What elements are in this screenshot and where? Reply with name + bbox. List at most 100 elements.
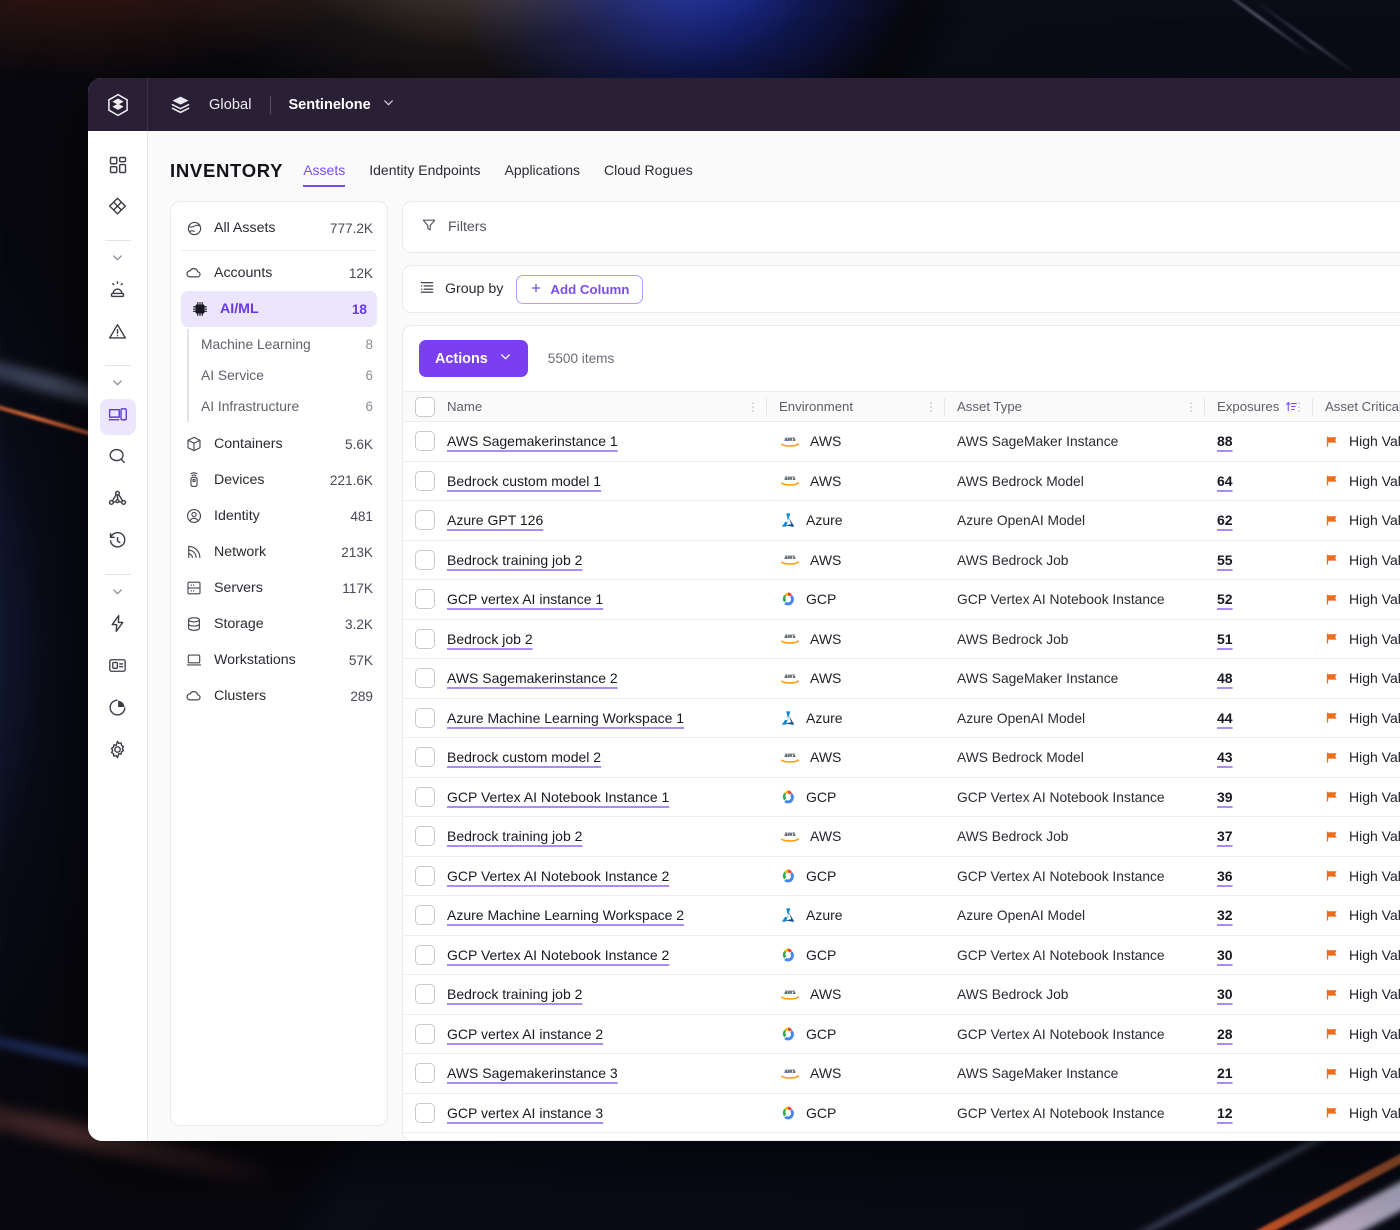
asset-name-link[interactable]: GCP vertex AI instance 3 [447,1104,604,1121]
column-header-environment[interactable]: Environment ⋮ [767,391,945,422]
exposures-link[interactable]: 30 [1217,946,1233,963]
row-checkbox[interactable] [415,944,435,965]
facet-servers[interactable]: Servers 117K [171,570,387,606]
sidebar-item-dashboard[interactable] [100,149,136,185]
row-checkbox[interactable] [415,1023,435,1044]
table-row[interactable]: GCP vertex AI instance 1 GCP GCP Vertex A… [403,580,1400,620]
column-header-name[interactable]: Name ⋮ [447,391,767,422]
facet-network[interactable]: Network 213K [171,534,387,570]
exposures-link[interactable]: 12 [1217,1104,1233,1121]
tab-identity-endpoints[interactable]: Identity Endpoints [369,161,481,178]
subfacet-machine-learning[interactable]: Machine Learning 8 [189,329,387,360]
column-menu-icon[interactable]: ⋮ [925,399,937,414]
select-all-checkbox[interactable] [415,396,435,417]
table-row[interactable]: Bedrock custom model 1 aws AWS AWS Bedroc… [403,462,1400,501]
table-row[interactable]: Bedrock custom model 2 aws AWS AWS Bedroc… [403,738,1400,778]
column-header-exposures[interactable]: Exposures ⋮ [1205,391,1313,422]
table-row[interactable]: GCP vertex AI instance 3 GCP GCP Vertex A… [403,1094,1400,1133]
row-checkbox[interactable] [415,905,435,926]
asset-name-link[interactable]: GCP Vertex AI Notebook Instance 2 [447,867,670,884]
column-header-asset-criticality[interactable]: Asset Criticality [1313,391,1400,422]
asset-name-link[interactable]: Bedrock job 2 [447,630,533,647]
brand-logo[interactable] [88,78,148,131]
exposures-link[interactable]: 51 [1217,630,1233,647]
column-header-asset-type[interactable]: Asset Type ⋮ [945,391,1205,422]
column-menu-icon[interactable]: ⋮ [1293,399,1305,414]
tab-cloud-rogues[interactable]: Cloud Rogues [604,161,693,178]
row-checkbox[interactable] [415,1102,435,1123]
facet-devices[interactable]: Devices 221.6K [171,462,387,498]
asset-name-link[interactable]: Azure GPT 126 [447,512,544,529]
sidebar-item-licenses[interactable] [100,650,136,686]
asset-name-link[interactable]: Bedrock custom model 1 [447,472,602,489]
row-checkbox[interactable] [415,668,435,689]
table-row[interactable]: Azure GPT 126 Azure Azure OpenAI Model 62 … [403,501,1400,541]
rail-collapse-toggle-3[interactable] [100,578,136,604]
row-checkbox[interactable] [415,510,435,531]
asset-name-link[interactable]: GCP vertex AI instance 1 [447,591,604,608]
facet-workstations[interactable]: Workstations 57K [171,642,387,678]
table-row[interactable]: AWS Sagemakerinstance 1 aws AWS AWS SageM… [403,422,1400,462]
table-row[interactable]: GCP vertex AI instance 2 GCP GCP Vertex A… [403,1015,1400,1054]
exposures-link[interactable]: 36 [1217,867,1233,884]
actions-button[interactable]: Actions [419,340,528,377]
row-checkbox[interactable] [415,549,435,570]
row-checkbox[interactable] [415,826,435,847]
table-row[interactable]: AWS Sagemakerinstance 2 aws AWS AWS SageM… [403,659,1400,699]
sidebar-item-alerts[interactable] [100,274,136,310]
row-checkbox[interactable] [415,984,435,1005]
table-row[interactable]: Bedrock training job 2 aws AWS AWS Bedroc… [403,541,1400,580]
sidebar-item-risk[interactable] [100,316,136,352]
asset-name-link[interactable]: Azure Machine Learning Workspace 2 [447,907,685,924]
row-checkbox[interactable] [415,628,435,649]
table-row[interactable]: GCP Vertex AI Notebook Instance 1 GCP GCP… [403,778,1400,817]
exposures-link[interactable]: 62 [1217,512,1233,529]
subfacet-ai-service[interactable]: AI Service 6 [189,360,387,391]
table-row[interactable]: Azure Machine Learning Workspace 1 Azure… [403,699,1400,738]
row-checkbox[interactable] [415,865,435,886]
asset-name-link[interactable]: GCP Vertex AI Notebook Instance 2 [447,946,670,963]
asset-name-link[interactable]: Bedrock custom model 2 [447,749,602,766]
table-row[interactable]: Azure Machine Learning Workspace 2 Azure… [403,896,1400,936]
table-row[interactable]: GCP Vertex AI Notebook Instance 2 GCP GCP… [403,936,1400,975]
exposures-link[interactable]: 43 [1217,749,1233,766]
row-checkbox[interactable] [415,1063,435,1084]
row-checkbox[interactable] [415,786,435,807]
filters-bar[interactable]: Filters [402,201,1400,253]
exposures-link[interactable]: 48 [1217,670,1233,687]
sidebar-item-hunt[interactable] [100,441,136,477]
asset-name-link[interactable]: Azure Machine Learning Workspace 1 [447,709,685,726]
add-column-button[interactable]: Add Column [516,274,644,304]
row-checkbox[interactable] [415,707,435,728]
row-checkbox[interactable] [415,747,435,768]
facet-accounts[interactable]: Accounts 12K [171,255,387,291]
sidebar-item-inventory[interactable] [99,399,136,435]
subfacet-ai-infrastructure[interactable]: AI Infrastructure 6 [189,391,387,422]
facet-containers[interactable]: Containers 5.6K [171,426,387,462]
facet-identity[interactable]: Identity 481 [171,498,387,534]
exposures-link[interactable]: 37 [1217,828,1233,845]
exposures-link[interactable]: 52 [1217,591,1233,608]
asset-name-link[interactable]: AWS Sagemakerinstance 3 [447,1065,618,1082]
sidebar-item-history[interactable] [100,525,136,561]
exposures-link[interactable]: 64 [1217,472,1233,489]
facet-ai-ml[interactable]: AI AI/ML 18 [181,291,377,327]
table-row[interactable]: GCP Vertex AI Notebook Instance 2 GCP GCP… [403,857,1400,896]
row-checkbox[interactable] [415,431,435,452]
tenant-selector[interactable]: Sentinelone [289,96,395,114]
rail-collapse-toggle-1[interactable] [100,244,136,270]
exposures-link[interactable]: 32 [1217,907,1233,924]
asset-name-link[interactable]: Bedrock training job 2 [447,828,583,845]
sidebar-item-reports[interactable] [100,692,136,728]
column-menu-icon[interactable]: ⋮ [747,399,759,414]
asset-name-link[interactable]: Bedrock training job 2 [447,551,583,568]
tab-applications[interactable]: Applications [504,161,581,178]
exposures-link[interactable]: 30 [1217,986,1233,1003]
exposures-link[interactable]: 44 [1217,709,1233,726]
sidebar-item-automation[interactable] [100,608,136,644]
row-checkbox[interactable] [415,470,435,491]
tab-assets[interactable]: Assets [303,162,346,187]
sidebar-item-graph[interactable] [100,483,136,519]
facet-storage[interactable]: Storage 3.2K [171,606,387,642]
exposures-link[interactable]: 88 [1217,433,1233,450]
